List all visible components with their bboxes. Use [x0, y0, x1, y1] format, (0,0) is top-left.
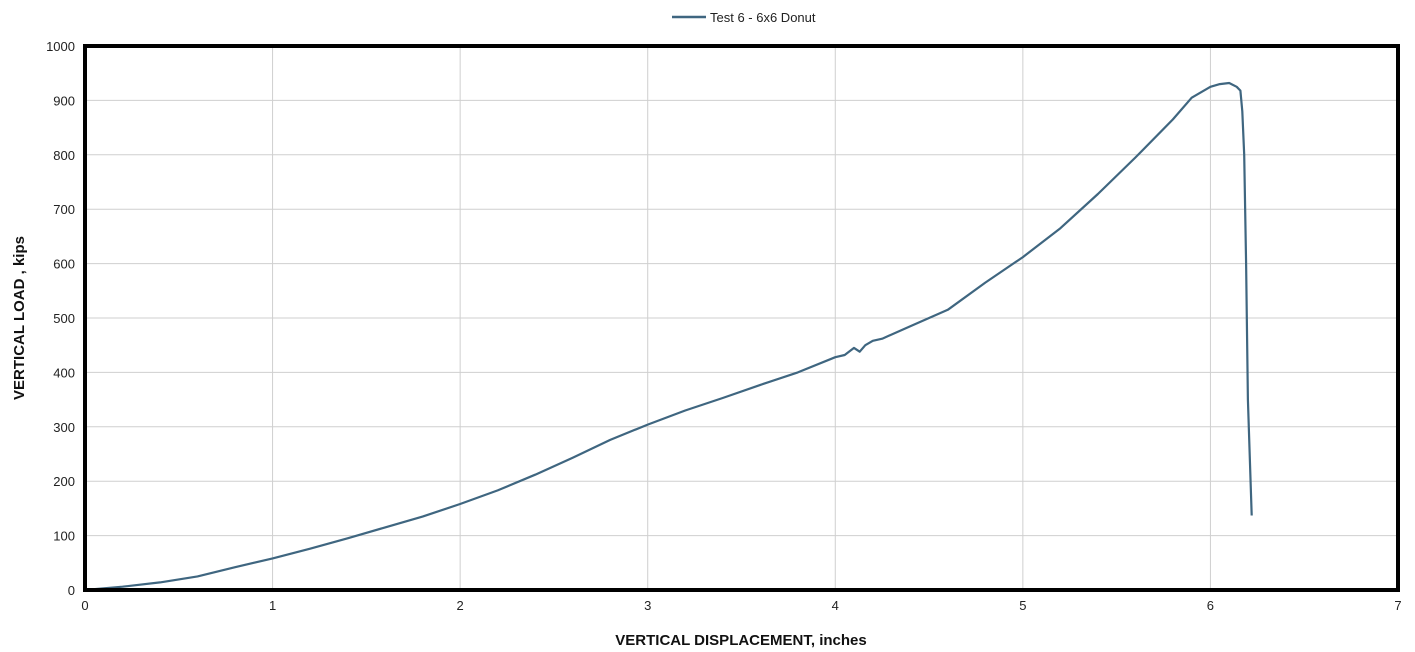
y-tick-label: 300 — [53, 420, 75, 435]
plot-area-frame — [83, 44, 1400, 592]
x-tick-label: 6 — [1207, 598, 1214, 613]
y-tick-label: 100 — [53, 529, 75, 544]
x-tick-label: 5 — [1019, 598, 1026, 613]
x-tick-label: 3 — [644, 598, 651, 613]
y-tick-label: 900 — [53, 93, 75, 108]
x-tick-label: 4 — [832, 598, 839, 613]
tick-labels: 0 1 2 3 4 5 6 7 0 100 200 300 400 500 600 700 800 900 1000 — [46, 39, 1402, 613]
legend-label: Test 6 - 6x6 Donut — [710, 10, 816, 25]
gridlines — [84, 45, 1399, 591]
x-tick-label: 0 — [81, 598, 88, 613]
y-tick-label: 700 — [53, 202, 75, 217]
y-axis-title: VERTICAL LOAD , kips — [11, 236, 28, 400]
series-line — [84, 81, 1253, 592]
y-tick-label: 600 — [53, 257, 75, 272]
x-axis-title: VERTICAL DISPLACEMENT, inches — [615, 632, 866, 649]
y-tick-label: 400 — [53, 365, 75, 380]
legend: Test 6 - 6x6 Donut — [672, 10, 816, 25]
y-tick-label: 200 — [53, 474, 75, 489]
x-tick-label: 1 — [269, 598, 276, 613]
y-tick-label: 800 — [53, 148, 75, 163]
x-tick-label: 2 — [457, 598, 464, 613]
series-layer — [84, 81, 1253, 592]
y-tick-label: 1000 — [46, 39, 75, 54]
y-tick-label: 0 — [68, 583, 75, 598]
y-tick-label: 500 — [53, 311, 75, 326]
x-tick-label: 7 — [1394, 598, 1401, 613]
